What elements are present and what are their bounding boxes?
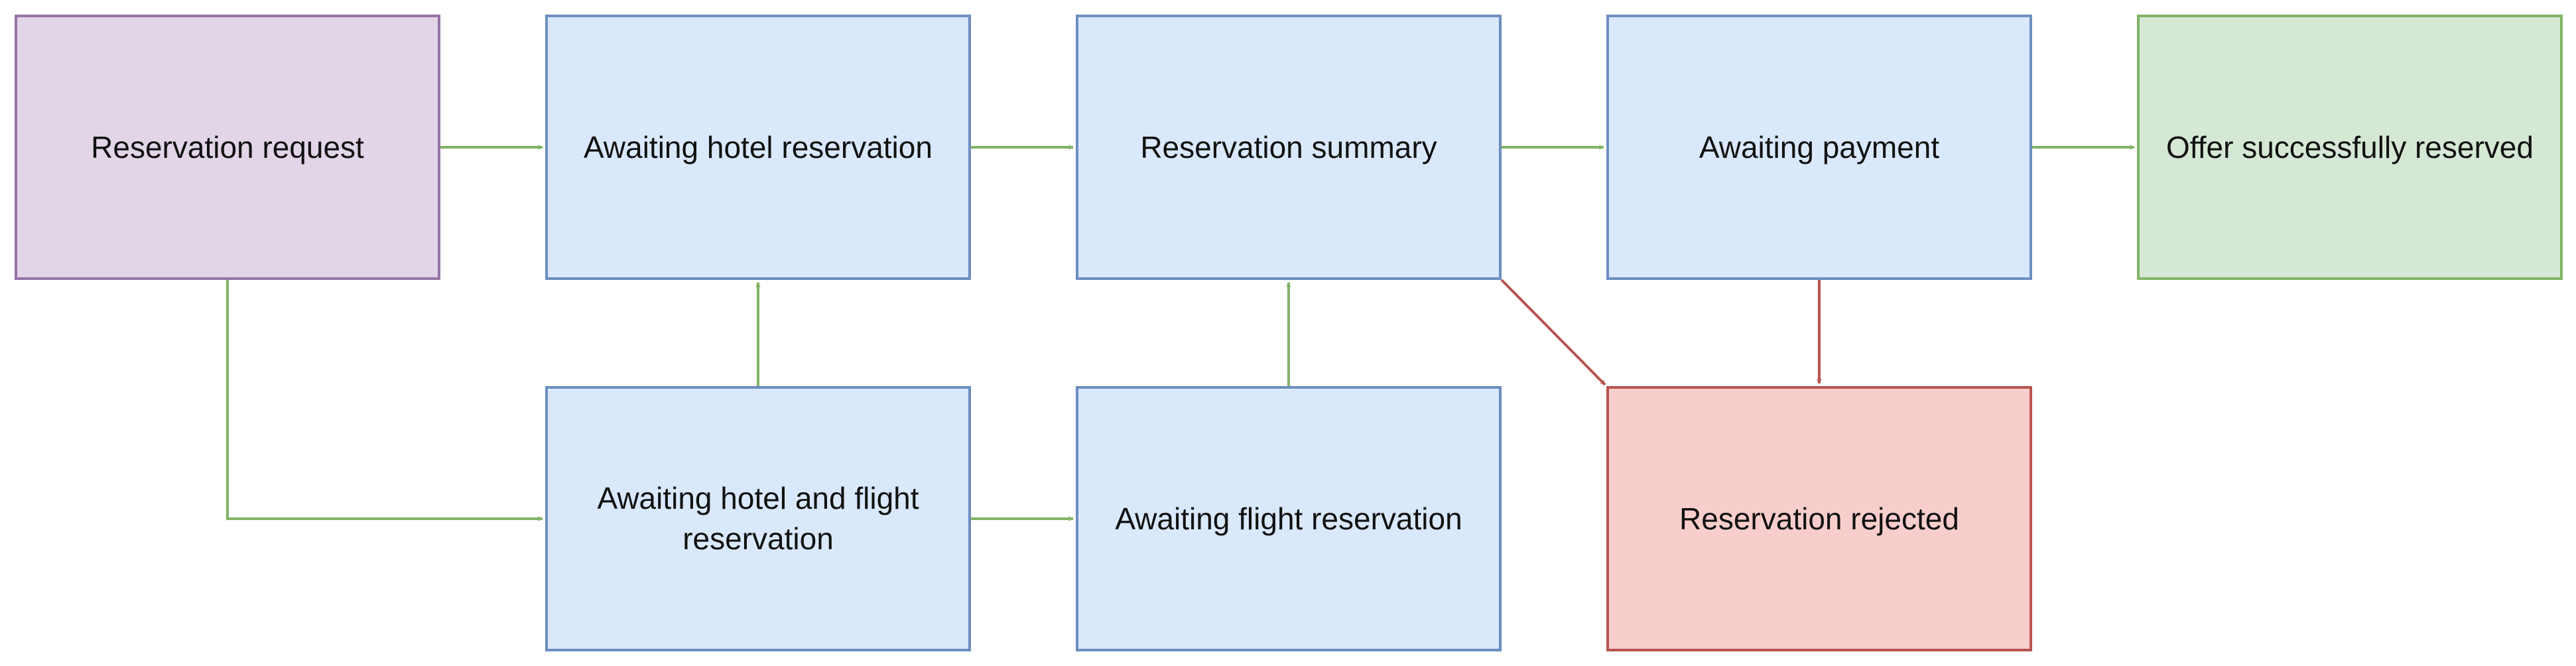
node-reservation-request: Reservation request bbox=[15, 15, 440, 280]
node-awaiting-hotel-reservation: Awaiting hotel reservation bbox=[545, 15, 971, 280]
node-label: Offer successfully reserved bbox=[2166, 129, 2534, 165]
node-reservation-rejected: Reservation rejected bbox=[1606, 386, 2032, 651]
node-label: Awaiting flight reservation bbox=[1115, 501, 1462, 536]
node-label: Awaiting hotel reservation bbox=[584, 129, 933, 165]
node-label: Awaiting payment bbox=[1699, 129, 1940, 165]
node-label: Reservation request bbox=[91, 129, 364, 165]
node-reservation-summary: Reservation summary bbox=[1076, 15, 1502, 280]
node-awaiting-flight-reservation: Awaiting flight reservation bbox=[1076, 386, 1502, 651]
edge-summary-to-rejected bbox=[1500, 279, 1606, 386]
node-label: Reservation summary bbox=[1140, 129, 1437, 165]
node-label: Awaiting hotel and flight reservation bbox=[597, 481, 919, 556]
node-awaiting-hotel-and-flight-reservation: Awaiting hotel and flight reservation bbox=[545, 386, 971, 651]
edge-request-to-hotel-and-flight bbox=[226, 280, 543, 521]
node-awaiting-payment: Awaiting payment bbox=[1606, 15, 2032, 280]
node-offer-successfully-reserved: Offer successfully reserved bbox=[2137, 15, 2563, 280]
node-label: Reservation rejected bbox=[1679, 501, 1959, 536]
